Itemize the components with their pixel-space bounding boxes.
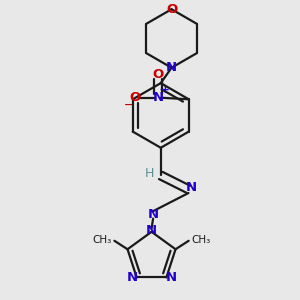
Text: −: − xyxy=(123,100,133,110)
Text: N: N xyxy=(166,61,177,74)
Text: N: N xyxy=(186,181,197,194)
Text: H: H xyxy=(144,167,154,180)
Text: N: N xyxy=(127,271,138,284)
Text: N: N xyxy=(165,271,177,284)
Text: N: N xyxy=(146,224,157,237)
Text: N: N xyxy=(152,91,164,104)
Text: O: O xyxy=(129,91,140,104)
Text: +: + xyxy=(161,85,170,95)
Text: CH₃: CH₃ xyxy=(92,235,111,245)
Text: N: N xyxy=(148,208,159,221)
Text: O: O xyxy=(152,68,164,81)
Text: CH₃: CH₃ xyxy=(192,235,211,245)
Text: O: O xyxy=(166,3,177,16)
